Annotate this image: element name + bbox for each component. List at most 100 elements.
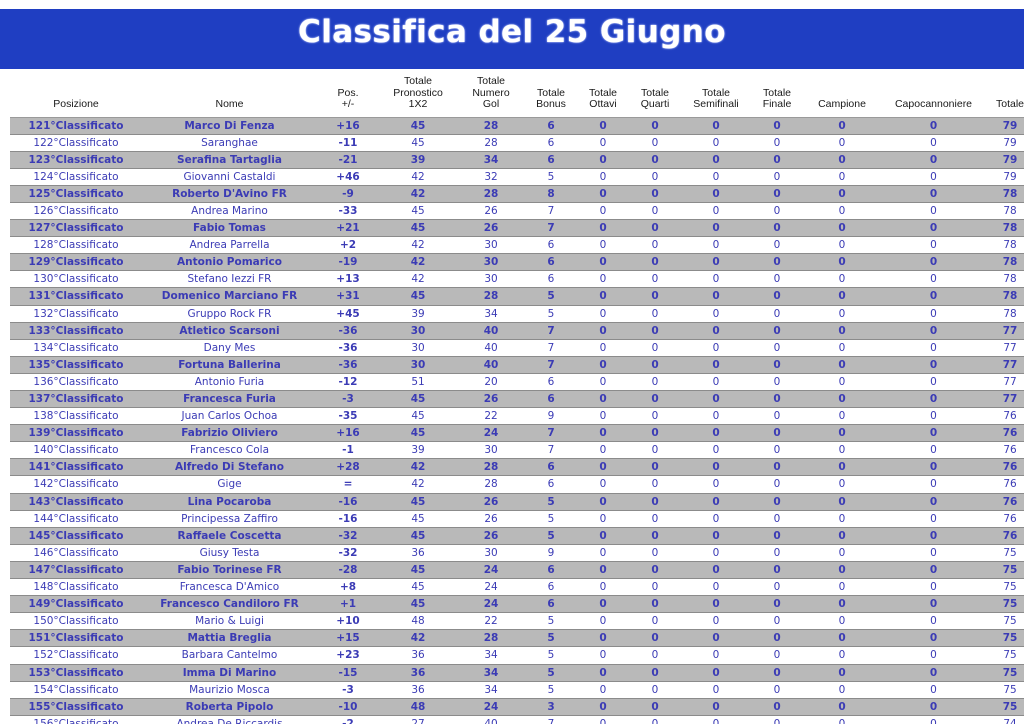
cell-campione: 0 (803, 510, 881, 528)
cell-quarti: 0 (629, 629, 681, 647)
column-header-pos-plusminus[interactable]: Pos. +/- (317, 72, 379, 118)
cell-totale: 79 (986, 151, 1024, 169)
cell-bonus: 7 (525, 356, 577, 374)
column-header-posizione[interactable]: Posizione (10, 72, 142, 118)
table-row[interactable]: 136°Classificato Antonio Furia -12 51 20 6 0 0 0… (10, 373, 1024, 391)
table-row[interactable]: 137°Classificato Francesca Furia -3 45 26 6 0 0… (10, 390, 1024, 408)
column-header-bonus[interactable]: Totale Bonus (525, 72, 577, 118)
cell-totale: 75 (986, 612, 1024, 630)
cell-bonus: 6 (525, 134, 577, 152)
cell-totale: 76 (986, 407, 1024, 425)
table-row[interactable]: 124°Classificato Giovanni Castaldi +46 42 32… (10, 168, 1024, 186)
table-row[interactable]: 128°Classificato Andrea Parrella +2 42 30 6 0 0… (10, 236, 1024, 254)
table-row[interactable]: 144°Classificato Principessa Zaffiro -16 45… (10, 510, 1024, 528)
column-header-totale[interactable]: Totale (986, 72, 1024, 118)
cell-quarti: 0 (629, 305, 681, 323)
cell-quarti: 0 (629, 287, 681, 306)
column-header-pronostico[interactable]: Totale Pronostico 1X2 (379, 72, 457, 118)
table-row[interactable]: 151°Classificato Mattia Breglia +15 42 28 5 0 0… (10, 629, 1024, 647)
cell-nome: Juan Carlos Ochoa (142, 407, 317, 425)
column-header-numero-gol[interactable]: Totale Numero Gol (457, 72, 525, 118)
column-header-quarti[interactable]: Totale Quarti (629, 72, 681, 118)
cell-pos-pm: +8 (317, 578, 379, 596)
table-row[interactable]: 148°Classificato Francesca D'Amico +8 45 24 6… (10, 578, 1024, 596)
cell-gol: 34 (457, 664, 525, 682)
column-header-nome[interactable]: Nome (142, 72, 317, 118)
cell-posizione: 126°Classificato (10, 202, 142, 220)
table-row[interactable]: 152°Classificato Barbara Cantelmo +23 36 34 5… (10, 646, 1024, 664)
table-row[interactable]: 155°Classificato Roberta Pipolo -10 48 24 3 0 0… (10, 698, 1024, 716)
cell-capocannoniere: 0 (881, 202, 986, 220)
table-row[interactable]: 153°Classificato Imma Di Marino -15 36 34 5 0 0… (10, 664, 1024, 682)
table-row[interactable]: 149°Classificato Francesco Candiloro FR +1… (10, 595, 1024, 613)
cell-semifinali: 0 (681, 407, 751, 425)
table-row[interactable]: 123°Classificato Serafina Tartaglia -21 39 3… (10, 151, 1024, 169)
cell-posizione: 123°Classificato (10, 151, 142, 169)
cell-gol: 30 (457, 441, 525, 459)
table-row[interactable]: 130°Classificato Stefano Iezzi FR +13 42 30 6… (10, 270, 1024, 288)
cell-totale: 78 (986, 287, 1024, 306)
cell-finale: 0 (751, 117, 803, 135)
cell-gol: 28 (457, 134, 525, 152)
cell-pos-pm: +15 (317, 629, 379, 647)
cell-gol: 30 (457, 253, 525, 271)
table-row[interactable]: 154°Classificato Maurizio Mosca -3 36 34 5 0 0 0… (10, 681, 1024, 699)
cell-pronostico: 36 (379, 646, 457, 664)
gol-line1: Totale (476, 75, 506, 87)
cell-gol: 26 (457, 390, 525, 408)
table-row[interactable]: 126°Classificato Andrea Marino -33 45 26 7 0 0 0… (10, 202, 1024, 220)
cell-finale: 0 (751, 544, 803, 562)
cell-bonus: 6 (525, 595, 577, 613)
cell-nome: Lina Pocaroba (142, 493, 317, 511)
table-row[interactable]: 127°Classificato Fabio Tomas +21 45 26 7 0 0 0 0 0… (10, 219, 1024, 237)
cell-ottavi: 0 (577, 544, 629, 562)
table-row[interactable]: 135°Classificato Fortuna Ballerina -36 30 40… (10, 356, 1024, 374)
cell-nome: Andrea Marino (142, 202, 317, 220)
table-row[interactable]: 129°Classificato Antonio Pomarico -19 42 30 6… (10, 253, 1024, 271)
table-row[interactable]: 139°Classificato Fabrizio Oliviero +16 45 24… (10, 424, 1024, 442)
cell-campione: 0 (803, 715, 881, 724)
cell-capocannoniere: 0 (881, 219, 986, 237)
cell-nome: Roberta Pipolo (142, 698, 317, 716)
cell-bonus: 5 (525, 287, 577, 306)
column-header-ottavi[interactable]: Totale Ottavi (577, 72, 629, 118)
table-row[interactable]: 125°Classificato Roberto D'Avino FR -9 42 28… (10, 185, 1024, 203)
cell-finale: 0 (751, 424, 803, 442)
table-row[interactable]: 121°Classificato Marco Di Fenza +16 45 28 6 0 0… (10, 117, 1024, 135)
cell-campione: 0 (803, 407, 881, 425)
cell-campione: 0 (803, 629, 881, 647)
table-row[interactable]: 122°Classificato Saranghae -11 45 28 6 0 0 0 0 0 0 7… (10, 134, 1024, 152)
cell-bonus: 7 (525, 715, 577, 724)
table-row[interactable]: 146°Classificato Giusy Testa -32 36 30 9 0 0 0 0 0… (10, 544, 1024, 562)
cell-pronostico: 30 (379, 339, 457, 357)
column-header-finale[interactable]: Totale Finale (751, 72, 803, 118)
cell-finale: 0 (751, 373, 803, 391)
table-row[interactable]: 131°Classificato Domenico Marciano FR +31 4… (10, 287, 1024, 306)
table-row[interactable]: 138°Classificato Juan Carlos Ochoa -35 45 22… (10, 407, 1024, 425)
cell-bonus: 5 (525, 681, 577, 699)
table-row[interactable]: 133°Classificato Atletico Scarsoni -36 30 40… (10, 322, 1024, 340)
table-row[interactable]: 140°Classificato Francesco Cola -1 39 30 7 0 0 0… (10, 441, 1024, 459)
column-header-capocannoniere[interactable]: Capocannoniere (881, 72, 986, 118)
table-row[interactable]: 134°Classificato Dany Mes -36 30 40 7 0 0 0 0 0 0 77 (10, 339, 1024, 357)
cell-capocannoniere: 0 (881, 629, 986, 647)
table-row[interactable]: 150°Classificato Mario & Luigi +10 48 22 5 0 0 0… (10, 612, 1024, 630)
cell-capocannoniere: 0 (881, 475, 986, 494)
table-row[interactable]: 132°Classificato Gruppo Rock FR +45 39 34 5 0 0… (10, 305, 1024, 323)
column-header-campione[interactable]: Campione (803, 72, 881, 118)
cell-quarti: 0 (629, 715, 681, 724)
cell-finale: 0 (751, 475, 803, 494)
cell-totale: 77 (986, 339, 1024, 357)
semifinali-line2: Semifinali (693, 98, 739, 110)
cell-posizione: 135°Classificato (10, 356, 142, 374)
table-row[interactable]: 145°Classificato Raffaele Coscetta -32 45 26… (10, 527, 1024, 545)
table-row[interactable]: 141°Classificato Alfredo Di Stefano +28 42 2… (10, 458, 1024, 476)
cell-posizione: 145°Classificato (10, 527, 142, 545)
table-row[interactable]: 147°Classificato Fabio Torinese FR -28 45 24… (10, 561, 1024, 579)
table-row[interactable]: 143°Classificato Lina Pocaroba -16 45 26 5 0 0 0… (10, 493, 1024, 511)
cell-ottavi: 0 (577, 356, 629, 374)
table-row[interactable]: 142°Classificato Gige = 42 28 6 0 0 0 0 0 0 76 (10, 475, 1024, 494)
cell-totale: 76 (986, 510, 1024, 528)
table-row[interactable]: 156°Classificato Andrea De Riccardis -2 27 4… (10, 715, 1024, 724)
column-header-semifinali[interactable]: Totale Semifinali (681, 72, 751, 118)
